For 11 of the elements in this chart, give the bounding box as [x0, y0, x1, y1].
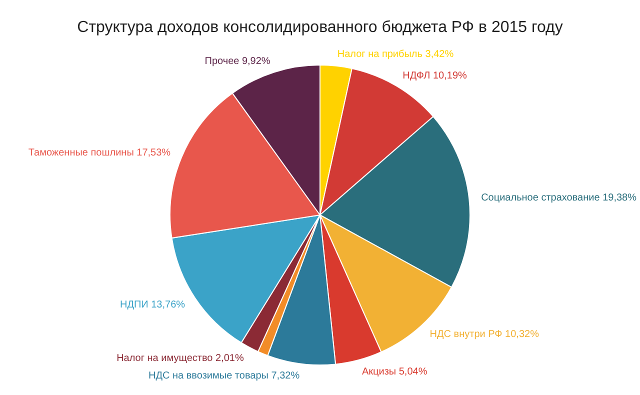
slice-label: НДС на ввозимые товары 7,32%	[148, 370, 300, 382]
slice-label: НДФЛ 10,19%	[402, 70, 468, 82]
slice-label: НДПИ 13,76%	[120, 300, 186, 311]
slice-label: Социальное страхование 19,38%	[481, 192, 637, 204]
slice-label: Таможенные пошлины 17,53%	[28, 147, 171, 158]
slice-label: Прочее 9,92%	[204, 56, 270, 67]
slice-label: Налог на прибыль 3,42%	[337, 48, 454, 60]
slice-label: НДС внутри РФ 10,32%	[430, 329, 540, 340]
chart-title: Структура доходов консолидированного бюджета РФ в 2015 году	[77, 19, 563, 36]
slice-label: Налог на имущество 2,01%	[116, 353, 244, 364]
slice-label: Акцизы 5,04%	[362, 366, 428, 378]
